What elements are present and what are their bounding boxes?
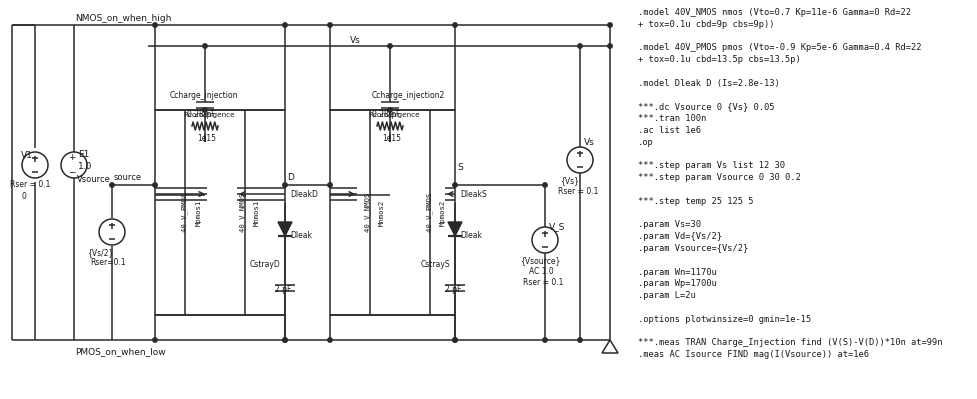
Text: 40 V_PMOS: 40 V_PMOS [182, 193, 189, 232]
Text: ***.tran 100n: ***.tran 100n [638, 114, 706, 123]
Circle shape [543, 183, 547, 187]
Text: .model 40V_PMOS pmos (Vto=-0.9 Kp=5e-6 Gamma=0.4 Rd=22: .model 40V_PMOS pmos (Vto=-0.9 Kp=5e-6 G… [638, 43, 921, 52]
Text: 2 pF: 2 pF [275, 285, 291, 294]
Circle shape [152, 183, 157, 187]
Text: PMOS_on_when_low: PMOS_on_when_low [75, 347, 166, 356]
Text: source: source [114, 173, 142, 182]
Circle shape [203, 44, 207, 48]
Text: Mnmos2: Mnmos2 [379, 200, 385, 225]
Text: .param Wp=1700u: .param Wp=1700u [638, 279, 717, 288]
Text: AC 1.0: AC 1.0 [529, 267, 554, 276]
Text: 1e15: 1e15 [382, 134, 401, 143]
Circle shape [577, 44, 582, 48]
Polygon shape [448, 222, 462, 236]
Text: Rser = 0.1: Rser = 0.1 [523, 278, 564, 287]
Circle shape [328, 183, 332, 187]
Text: Vs: Vs [350, 36, 361, 45]
Text: Dleak: Dleak [460, 231, 482, 239]
Text: .param Vsource={Vs/2}: .param Vsource={Vs/2} [638, 244, 748, 253]
Text: Dleak: Dleak [290, 231, 312, 239]
Text: ***.step param Vs list 12 30: ***.step param Vs list 12 30 [638, 162, 785, 170]
Circle shape [388, 108, 392, 112]
Text: {Vsource}: {Vsource} [520, 256, 561, 265]
Circle shape [577, 338, 582, 342]
Text: .model 40V_NMOS nmos (Vto=0.7 Kp=11e-6 Gamma=0 Rd=22: .model 40V_NMOS nmos (Vto=0.7 Kp=11e-6 G… [638, 8, 911, 17]
Text: Rconvergence: Rconvergence [368, 112, 420, 118]
Circle shape [282, 338, 287, 342]
Text: V1: V1 [21, 151, 33, 160]
Text: ***.dc Vsource 0 {Vs} 0.05: ***.dc Vsource 0 {Vs} 0.05 [638, 103, 775, 111]
Text: .param Vd={Vs/2}: .param Vd={Vs/2} [638, 232, 722, 241]
Circle shape [452, 338, 457, 342]
Text: .param L=2u: .param L=2u [638, 291, 696, 300]
Text: 40 V_PMOS: 40 V_PMOS [427, 193, 434, 232]
Text: 0: 0 [22, 192, 27, 201]
Text: NMOS_on_when_high: NMOS_on_when_high [75, 14, 171, 23]
Text: CstrayS: CstrayS [420, 260, 450, 269]
Bar [330, 110, 455, 315]
Circle shape [328, 23, 332, 27]
Text: 1e15: 1e15 [197, 134, 216, 143]
Text: Ccharge_injection: Ccharge_injection [170, 91, 238, 100]
Text: Mnmos1: Mnmos1 [254, 200, 260, 225]
Text: S: S [457, 163, 463, 172]
Circle shape [203, 108, 207, 112]
Text: .meas AC Isource FIND mag(I(Vsource)) at=1e6: .meas AC Isource FIND mag(I(Vsource)) at… [638, 350, 869, 359]
Circle shape [282, 183, 287, 187]
Circle shape [282, 338, 287, 342]
Bar [155, 110, 285, 315]
Text: +: + [68, 154, 76, 162]
Text: + tox=0.1u cbd=9p cbs=9p)): + tox=0.1u cbd=9p cbs=9p)) [638, 20, 775, 29]
Text: V_S: V_S [549, 222, 566, 231]
Text: {Vs/2}: {Vs/2} [87, 248, 113, 257]
Text: −: − [68, 168, 76, 176]
Circle shape [388, 44, 392, 48]
Circle shape [608, 44, 613, 48]
Circle shape [452, 338, 457, 342]
Text: 40 V_NMOS: 40 V_NMOS [239, 193, 246, 232]
Circle shape [543, 338, 547, 342]
Polygon shape [278, 222, 292, 236]
Text: {Vs}: {Vs} [560, 176, 579, 185]
Circle shape [282, 23, 287, 27]
Circle shape [109, 183, 114, 187]
Text: DleakD: DleakD [290, 190, 318, 199]
Text: ***.meas TRAN Charge_Injection find (V(S)-V(D))*10n at=99n: ***.meas TRAN Charge_Injection find (V(S… [638, 338, 943, 348]
Circle shape [328, 338, 332, 342]
Text: .op: .op [638, 138, 654, 147]
Text: ***.step temp 25 125 5: ***.step temp 25 125 5 [638, 197, 753, 206]
Text: .model Dleak D (Is=2.8e-13): .model Dleak D (Is=2.8e-13) [638, 79, 780, 88]
Text: Vs: Vs [584, 138, 595, 147]
Text: .param Vs=30: .param Vs=30 [638, 220, 701, 229]
Circle shape [452, 23, 457, 27]
Text: Rconvergence: Rconvergence [183, 112, 234, 118]
Text: + tox=0.1u cbd=13.5p cbs=13.5p): + tox=0.1u cbd=13.5p cbs=13.5p) [638, 55, 801, 64]
Text: .options plotwinsize=0 gmin=1e-15: .options plotwinsize=0 gmin=1e-15 [638, 315, 811, 324]
Text: .param Wn=1170u: .param Wn=1170u [638, 268, 717, 277]
Text: .ac list 1e6: .ac list 1e6 [638, 126, 701, 135]
Text: Rser = 0.1: Rser = 0.1 [558, 187, 598, 196]
Text: CstrayD: CstrayD [249, 260, 280, 269]
Text: 40 V_NMOS: 40 V_NMOS [364, 193, 371, 232]
Circle shape [452, 183, 457, 187]
Text: 1.0: 1.0 [78, 162, 93, 171]
Circle shape [152, 338, 157, 342]
Text: Mpmos1: Mpmos1 [196, 200, 202, 225]
Text: Rser = 0.1: Rser = 0.1 [10, 180, 51, 189]
Text: 0.28 pF: 0.28 pF [187, 110, 215, 119]
Text: E1: E1 [78, 150, 89, 159]
Text: Ccharge_injection2: Ccharge_injection2 [372, 91, 446, 100]
Text: Vsource: Vsource [77, 175, 110, 184]
Text: DleakS: DleakS [460, 190, 487, 199]
Text: Rser=0.1: Rser=0.1 [90, 258, 126, 267]
Text: Mpmos2: Mpmos2 [440, 200, 446, 225]
Circle shape [152, 23, 157, 27]
Text: 2 pF: 2 pF [445, 285, 461, 294]
Text: 0.28 pF: 0.28 pF [372, 110, 401, 119]
Text: ***.step param Vsource 0 30 0.2: ***.step param Vsource 0 30 0.2 [638, 173, 801, 182]
Text: D: D [287, 173, 294, 182]
Circle shape [608, 23, 613, 27]
